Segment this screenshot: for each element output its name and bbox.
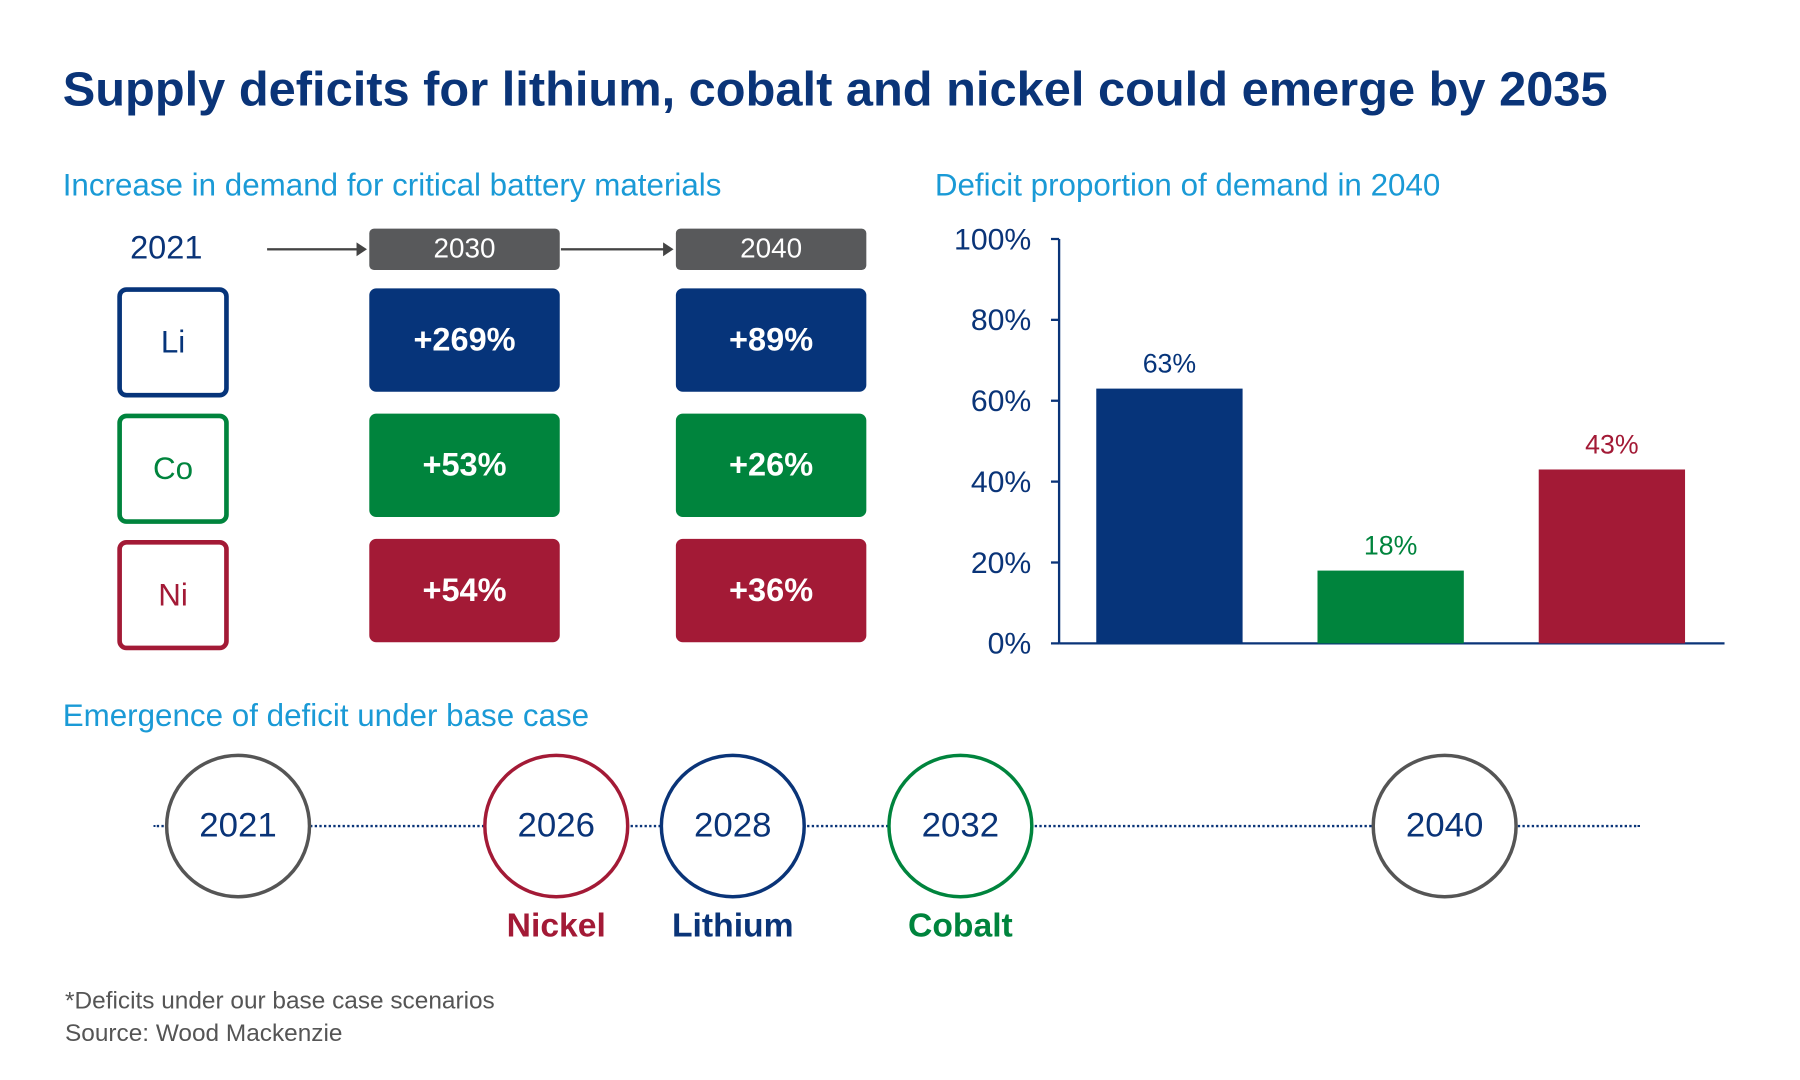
page-title: Supply deficits for lithium, cobalt and …	[62, 62, 1608, 117]
footnote: *Deficits under our base case scenarios	[65, 988, 495, 1015]
timeline-subtitle: Emergence of deficit under base case	[62, 698, 590, 733]
li-2030: +269%	[369, 288, 560, 392]
timeline-year-4: 2040	[1371, 753, 1518, 899]
y-tick-label: 0%	[988, 628, 1032, 661]
chart-title: Deficit proportion of demand in 2040	[934, 167, 1441, 203]
arrow-icon	[267, 242, 367, 257]
co-2030: +53%	[369, 413, 560, 518]
ni-2040: +36%	[675, 538, 867, 643]
year-header-2040: 2040	[675, 228, 867, 270]
bar-cobalt	[1317, 570, 1464, 644]
arrow-icon	[560, 242, 674, 257]
bar-nickel	[1538, 469, 1686, 644]
element-co: Co	[117, 413, 229, 524]
timeline-label-3: Cobalt	[908, 907, 1013, 945]
y-tick-label: 100%	[954, 223, 1031, 256]
timeline-year-0: 2021	[164, 753, 312, 899]
li-2040: +89%	[675, 288, 867, 392]
co-2040: +26%	[675, 413, 867, 518]
bar-lithium	[1096, 388, 1243, 644]
y-tick-label: 20%	[971, 547, 1031, 580]
y-tick-label: 80%	[971, 304, 1031, 337]
data-label: 63%	[1143, 349, 1196, 379]
ni-2030: +54%	[369, 538, 560, 643]
y-tick-label: 40%	[971, 466, 1031, 499]
timeline-label-1: Nickel	[506, 907, 606, 945]
demand-subtitle: Increase in demand for critical battery …	[62, 167, 722, 203]
y-tick-label: 60%	[971, 385, 1031, 418]
timeline-year-1: 2026	[483, 753, 630, 899]
timeline-label-2: Lithium	[671, 907, 794, 945]
data-label: 43%	[1585, 430, 1638, 460]
deficit-bar-chart: 0% 20% 40% 60% 80% 100% 63% 18% 43%	[954, 223, 1725, 661]
base-year: 2021	[130, 229, 203, 266]
element-ni: Ni	[117, 539, 229, 651]
timeline-year-2: 2028	[659, 753, 806, 899]
timeline-year-3: 2032	[887, 753, 1034, 899]
year-header-2030: 2030	[369, 228, 560, 270]
source: Source: Wood Mackenzie	[65, 1020, 343, 1047]
data-label: 18%	[1364, 531, 1417, 561]
element-li: Li	[117, 287, 229, 398]
